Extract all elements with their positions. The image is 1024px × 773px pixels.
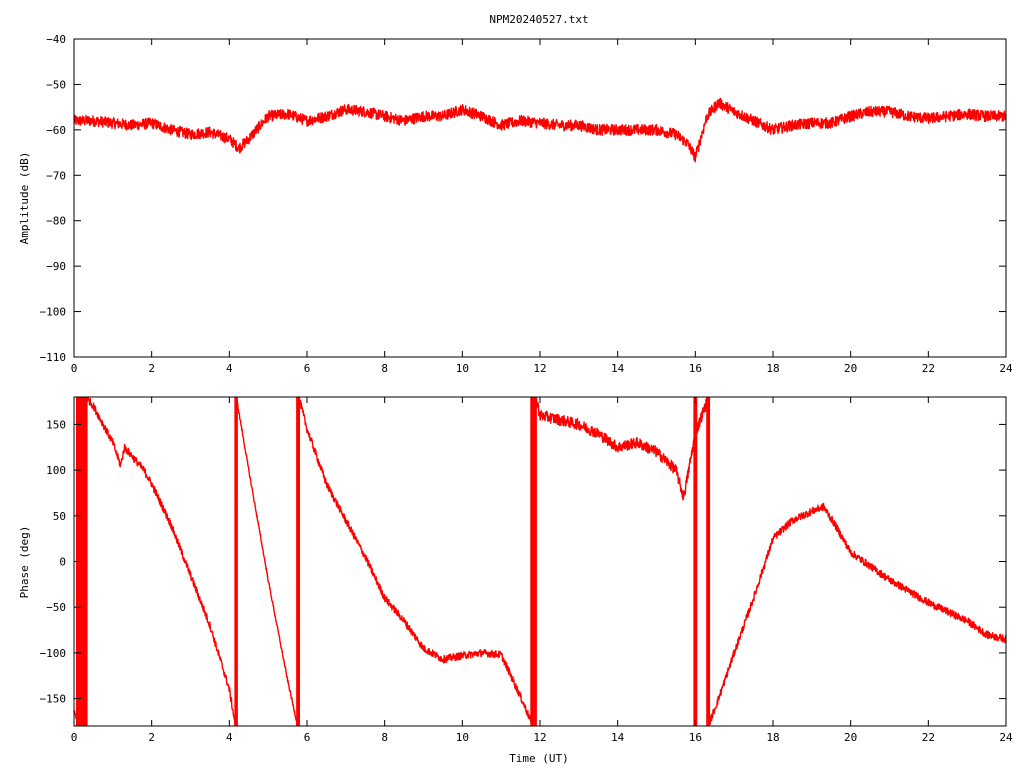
x-tick-label: 2	[148, 731, 155, 744]
x-tick-label: 4	[226, 362, 233, 375]
x-tick-label: 18	[766, 731, 779, 744]
x-tick-label: 24	[999, 731, 1013, 744]
x-tick-label: 0	[71, 731, 78, 744]
phase-series-line-3	[298, 396, 533, 727]
y-tick-label: 150	[46, 418, 66, 431]
x-tick-label: 22	[922, 731, 935, 744]
x-tick-label: 18	[766, 362, 779, 375]
y-tick-label: 50	[53, 510, 66, 523]
amplitude-y-axis-label: Amplitude (dB)	[18, 152, 31, 245]
x-tick-label: 14	[611, 731, 625, 744]
phase-series-group	[73, 396, 1007, 727]
y-tick-label: −110	[40, 351, 67, 364]
x-tick-label: 12	[533, 362, 546, 375]
phase-panel: Phase (deg) Time (UT) 0 2 4 6 8 10 12 14 16 18 20 2…	[18, 396, 1013, 765]
phase-wrap-bar-1	[234, 397, 238, 726]
y-tick-label: 100	[46, 464, 66, 477]
y-tick-label: −90	[46, 260, 66, 273]
x-tick-label: 20	[844, 362, 857, 375]
phase-wrap-bar-0	[75, 397, 88, 726]
y-tick-label: −70	[46, 169, 66, 182]
y-tick-label: −100	[40, 647, 67, 660]
phase-series-line-1	[86, 396, 236, 725]
amplitude-plot-frame	[73, 38, 1007, 358]
amplitude-ticks: 0 2 4 6 8 10 12 14 16 18 20 22 24−40−50−60−70−80−90−…	[40, 33, 1013, 375]
x-tick-label: 2	[148, 362, 155, 375]
phase-wrap-bar-4	[693, 397, 698, 726]
y-tick-label: −50	[46, 601, 66, 614]
amplitude-panel: NPM20240527.txt Amplitude (dB) 0 2 4 6 8 10 12…	[18, 13, 1013, 375]
phase-y-axis-label: Phase (deg)	[18, 526, 31, 599]
phase-wrap-bar-5	[706, 397, 711, 726]
x-tick-label: 0	[71, 362, 78, 375]
phase-series-line-4	[535, 397, 708, 501]
x-tick-label: 22	[922, 362, 935, 375]
chart-title: NPM20240527.txt	[489, 13, 588, 26]
phase-plot-frame	[73, 396, 1007, 727]
phase-series-line-2	[236, 399, 298, 726]
x-tick-label: 20	[844, 731, 857, 744]
phase-wrap-bar-2	[296, 397, 301, 726]
phase-series-line-5	[708, 502, 1007, 726]
y-tick-label: −100	[40, 306, 67, 319]
y-tick-label: −150	[40, 693, 67, 706]
x-tick-label: 16	[689, 362, 702, 375]
x-tick-label: 10	[456, 731, 469, 744]
phase-ticks: 0 2 4 6 8 10 12 14 16 18 20 22 24150100500−50−100−15…	[40, 397, 1013, 744]
y-tick-label: −60	[46, 124, 66, 137]
x-tick-label: 24	[999, 362, 1013, 375]
x-tick-label: 6	[304, 362, 311, 375]
x-tick-label: 4	[226, 731, 233, 744]
phase-x-axis-label: Time (UT)	[509, 752, 569, 765]
x-tick-label: 8	[381, 362, 388, 375]
y-tick-label: −40	[46, 33, 66, 46]
x-tick-label: 6	[304, 731, 311, 744]
y-tick-label: −50	[46, 78, 66, 91]
x-tick-label: 10	[456, 362, 469, 375]
x-tick-label: 12	[533, 731, 546, 744]
x-tick-label: 14	[611, 362, 625, 375]
y-tick-label: 0	[59, 556, 66, 569]
amplitude-series-line-0	[73, 97, 1007, 163]
amplitude-series-group	[73, 97, 1007, 163]
x-tick-label: 16	[689, 731, 702, 744]
phase-wrap-bar-3	[530, 397, 537, 726]
x-tick-label: 8	[381, 731, 388, 744]
y-tick-label: −80	[46, 215, 66, 228]
